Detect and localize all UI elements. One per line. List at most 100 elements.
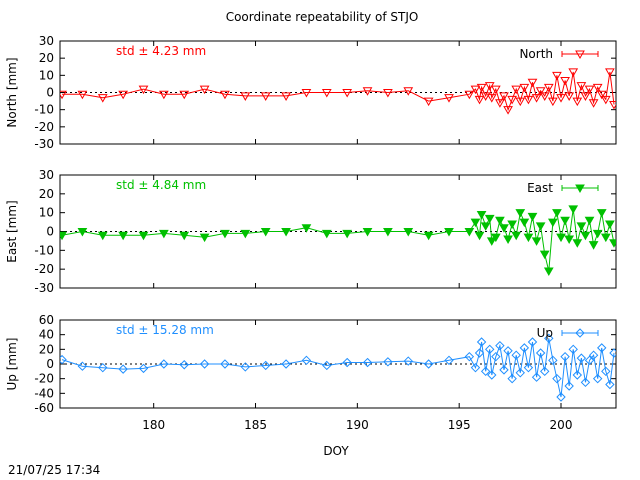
east-data-point <box>383 228 393 237</box>
east-y-axis-label: East [mm] <box>5 200 19 262</box>
north-data-point <box>403 87 414 96</box>
north-data-point <box>531 94 542 103</box>
east-data-point <box>515 209 526 218</box>
up-y-tick-label: 0 <box>46 357 54 371</box>
north-y-tick-label: 0 <box>46 86 54 100</box>
east-data-point <box>600 233 611 243</box>
up-data-point <box>487 370 497 380</box>
x-tick-label: 180 <box>142 418 165 432</box>
up-data-point <box>485 344 495 355</box>
north-data-point <box>301 89 312 98</box>
timestamp: 21/07/25 17:34 <box>8 463 100 477</box>
north-data-point <box>495 99 505 108</box>
up-data-point <box>564 381 574 391</box>
north-data-point <box>511 85 522 95</box>
north-data-point <box>464 90 475 100</box>
up-data-point <box>584 355 595 366</box>
up-y-tick-label: -40 <box>34 386 54 400</box>
east-data-point <box>486 237 497 246</box>
north-data-point <box>556 94 566 103</box>
east-data-point <box>605 220 615 229</box>
east-data-point <box>97 231 108 241</box>
up-data-point <box>322 360 332 371</box>
up-series-line <box>61 338 615 398</box>
panel-north: 30 20 10 0 -10 -20 -30 North [mm] std ± 4.23 mm N… <box>5 34 617 151</box>
up-data-point <box>240 362 251 372</box>
east-data-point <box>511 231 522 241</box>
north-data-point <box>220 90 230 100</box>
up-y-tick-label: 20 <box>39 342 54 356</box>
up-data-point <box>118 364 128 374</box>
x-axis-label: DOY <box>323 444 349 458</box>
up-data-point <box>220 359 230 369</box>
east-data-point <box>179 231 190 241</box>
x-tick-label: 185 <box>244 418 267 432</box>
east-data-point <box>564 235 575 245</box>
east-data-point <box>444 228 454 237</box>
north-data-point <box>383 89 393 98</box>
chart-title: Coordinate repeatability of STJO <box>226 10 419 24</box>
east-data-point <box>527 212 538 222</box>
east-data-point <box>552 209 562 218</box>
north-y-axis-label: North [mm] <box>5 57 19 127</box>
east-data-point <box>484 214 495 224</box>
east-data-point <box>531 237 542 246</box>
north-data-point <box>596 90 607 100</box>
north-y-tick-label: 20 <box>39 51 54 65</box>
north-data-point <box>535 87 546 96</box>
east-data-point <box>584 216 595 226</box>
north-data-point <box>564 92 575 101</box>
up-data-point <box>605 379 615 390</box>
north-data-point <box>580 92 591 101</box>
east-y-tick-label: -20 <box>34 262 54 276</box>
north-series-line <box>62 71 615 112</box>
up-data-point <box>444 355 454 366</box>
north-data-point <box>609 101 616 110</box>
up-data-point <box>342 357 352 368</box>
north-data-point <box>600 95 611 105</box>
up-data-point <box>515 368 525 378</box>
north-data-point <box>480 92 491 101</box>
east-std-label: std ± 4.84 mm <box>116 178 206 192</box>
north-data-point <box>423 97 434 107</box>
east-legend-marker <box>575 184 585 194</box>
north-data-point <box>527 78 538 88</box>
north-series <box>60 68 616 115</box>
east-data-point <box>464 228 475 237</box>
north-data-point <box>281 92 291 101</box>
east-data-point <box>470 218 481 228</box>
east-data-point <box>260 228 271 237</box>
up-data-point <box>470 362 481 373</box>
north-data-point <box>519 83 530 93</box>
up-data-point <box>544 333 554 344</box>
north-data-point <box>240 92 251 101</box>
east-y-tick-label: 10 <box>39 206 54 220</box>
up-data-point <box>301 355 312 366</box>
up-y-tick-label: -60 <box>34 401 54 415</box>
north-data-point <box>588 99 599 108</box>
panel-east: 30 20 10 0 -10 -20 -30 East [mm] std ± 4.84 mm Ea… <box>5 168 617 295</box>
x-tick-label: 195 <box>448 418 471 432</box>
north-data-point <box>260 92 271 101</box>
east-data-point <box>362 228 373 237</box>
north-data-point <box>159 90 169 100</box>
up-y-tick-label: 40 <box>39 328 54 342</box>
east-y-tick-label: -30 <box>34 281 54 295</box>
east-data-point <box>342 229 353 239</box>
east-data-point <box>403 228 414 237</box>
chart-panels: 30 20 10 0 -10 -20 -30 North [mm] std ± 4.23 mm N… <box>5 34 617 432</box>
east-data-point <box>507 220 517 229</box>
up-data-point <box>503 346 513 356</box>
north-data-point <box>362 87 373 96</box>
north-data-point <box>560 76 570 86</box>
up-data-point <box>281 359 291 369</box>
east-data-point <box>535 222 546 231</box>
north-data-point <box>199 85 210 95</box>
up-data-point <box>77 361 88 371</box>
north-data-point <box>584 85 595 95</box>
up-data-point <box>480 366 491 377</box>
north-legend-marker <box>575 50 585 60</box>
up-legend-marker <box>575 328 585 338</box>
east-y-tick-label: -10 <box>34 243 54 257</box>
